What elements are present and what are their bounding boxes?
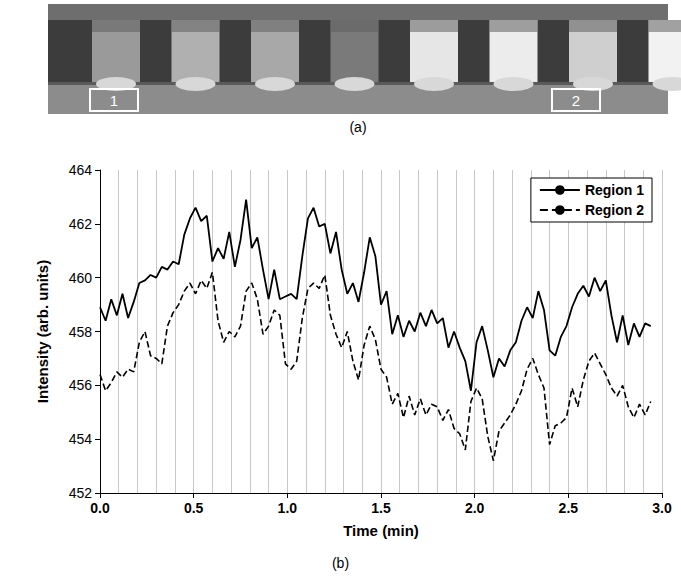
svg-text:452: 452 [69,485,93,501]
svg-text:2.5: 2.5 [559,500,579,516]
svg-text:0.0: 0.0 [90,500,110,516]
svg-text:Time (min): Time (min) [343,522,419,539]
svg-text:460: 460 [69,270,93,286]
svg-text:Intensity (arb. units): Intensity (arb. units) [34,260,51,403]
svg-text:2: 2 [572,92,580,109]
svg-text:Region 2: Region 2 [585,202,644,218]
svg-text:2.0: 2.0 [465,500,485,516]
svg-text:3.0: 3.0 [652,500,672,516]
svg-text:456: 456 [69,377,93,393]
svg-text:0.5: 0.5 [184,500,204,516]
svg-text:464: 464 [69,162,93,178]
html-text:(b): (b) [331,555,350,571]
svg-text:462: 462 [69,216,93,232]
svg-text:Region 1: Region 1 [585,182,644,198]
svg-text:(a): (a) [349,119,366,135]
svg-text:1.5: 1.5 [371,500,391,516]
svg-text:458: 458 [69,324,93,340]
svg-text:454: 454 [69,431,93,447]
svg-text:1: 1 [110,92,118,109]
svg-text:1.0: 1.0 [278,500,298,516]
